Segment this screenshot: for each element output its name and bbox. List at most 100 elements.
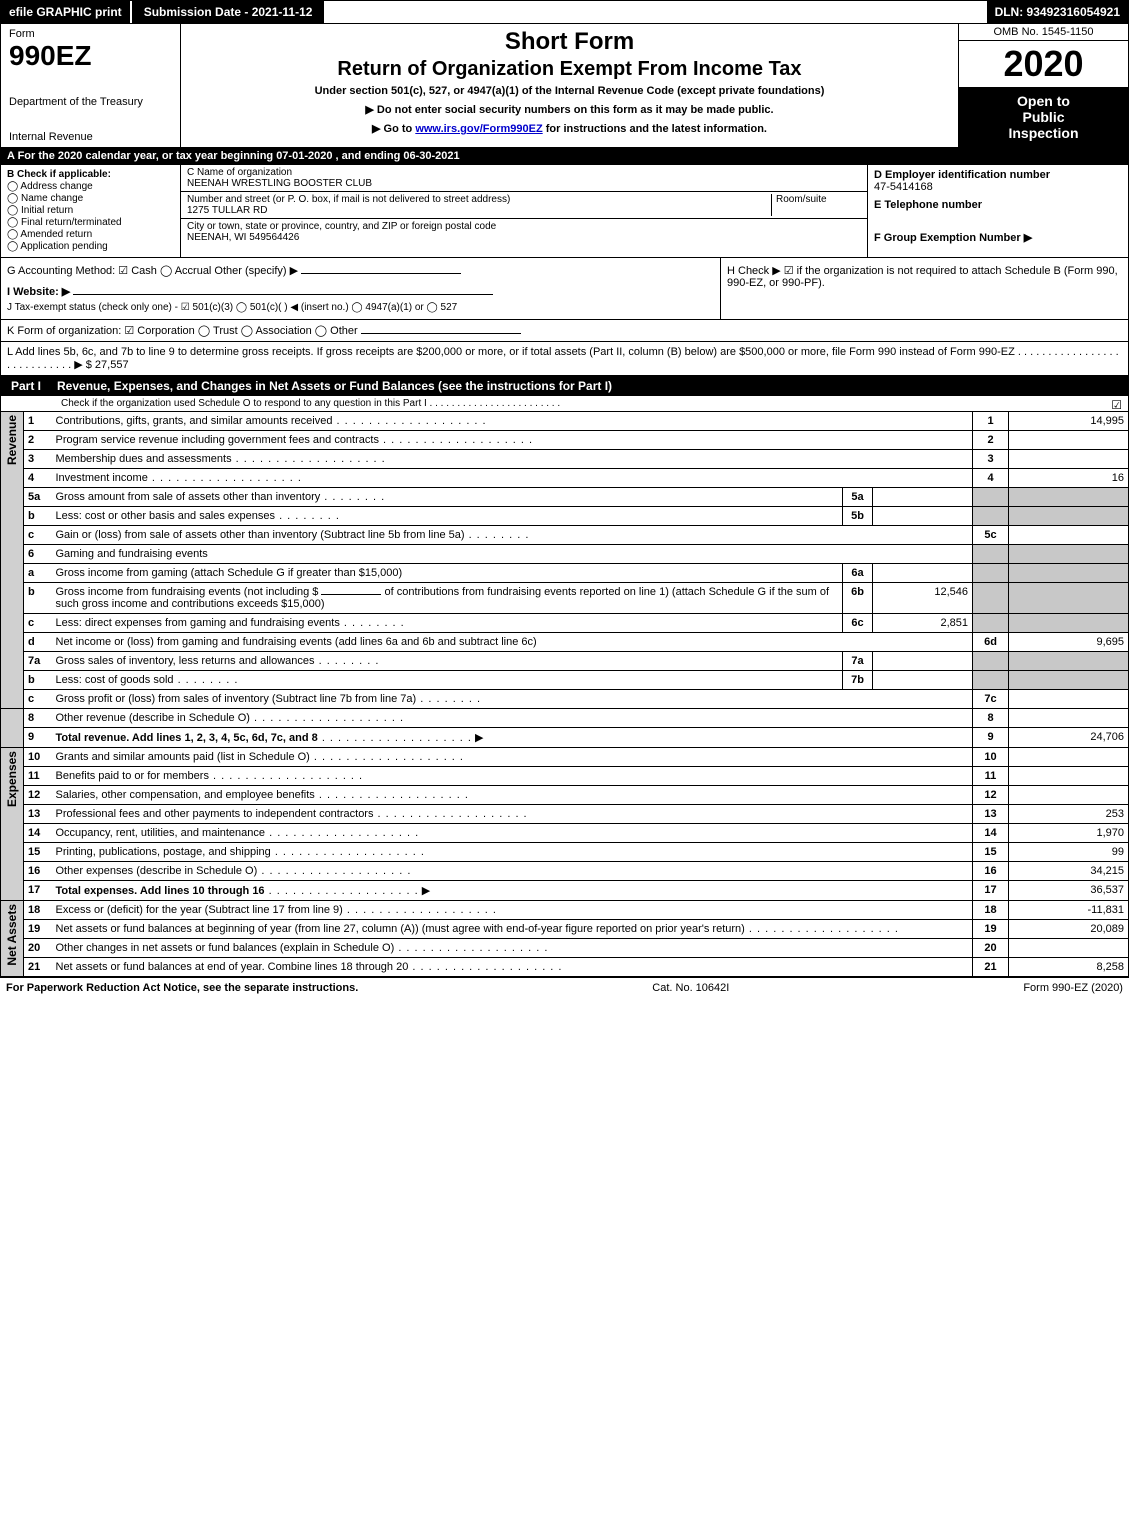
- row-4: 4Investment income416: [1, 469, 1129, 488]
- line-l: L Add lines 5b, 6c, and 7b to line 9 to …: [0, 342, 1129, 376]
- website-blank[interactable]: [73, 294, 493, 295]
- open-line-2: Public: [963, 109, 1124, 125]
- dept-irs: Internal Revenue: [9, 131, 172, 143]
- r20-desc: Other changes in net assets or fund bala…: [56, 942, 549, 954]
- row-14: 14 Occupancy, rent, utilities, and mainte…: [1, 824, 1129, 843]
- footer-left: For Paperwork Reduction Act Notice, see …: [6, 982, 358, 994]
- check-final-return[interactable]: Final return/terminated: [7, 217, 174, 228]
- part-1-label: Part I: [1, 376, 51, 396]
- r5c-num: c: [24, 526, 52, 545]
- check-application-pending[interactable]: Application pending: [7, 241, 174, 252]
- r7c-rl: 7c: [973, 690, 1009, 709]
- r21-num: 21: [24, 958, 52, 977]
- r10-desc: Grants and similar amounts paid (list in…: [56, 751, 464, 763]
- r1-desc: Contributions, gifts, grants, and simila…: [56, 415, 487, 427]
- r3-desc: Membership dues and assessments: [56, 453, 386, 465]
- r8-num: 8: [24, 709, 52, 728]
- line-l-amount: 27,557: [92, 359, 129, 371]
- r6c-sv: 2,851: [873, 614, 973, 633]
- form-header: Form 990EZ Department of the Treasury In…: [0, 24, 1129, 148]
- irs-link[interactable]: www.irs.gov/Form990EZ: [415, 123, 542, 135]
- part-1-sub: Check if the organization used Schedule …: [0, 396, 1129, 412]
- r21-desc: Net assets or fund balances at end of ye…: [56, 961, 563, 973]
- check-initial-return[interactable]: Initial return: [7, 205, 174, 216]
- r14-num: 14: [24, 824, 52, 843]
- r5b-sv: [873, 507, 973, 526]
- row-6b: bGross income from fundraising events (n…: [1, 583, 1129, 614]
- row-8: 8Other revenue (describe in Schedule O)8: [1, 709, 1129, 728]
- r9-rl: 9: [973, 728, 1009, 748]
- r21-rl: 21: [973, 958, 1009, 977]
- r6b-sv: 12,546: [873, 583, 973, 614]
- r2-num: 2: [24, 431, 52, 450]
- form-word: Form: [9, 28, 172, 40]
- r12-desc: Salaries, other compensation, and employ…: [56, 789, 469, 801]
- r1-num: 1: [24, 412, 52, 431]
- r14-desc: Occupancy, rent, utilities, and maintena…: [56, 827, 420, 839]
- part-1-check-icon[interactable]: [1111, 398, 1122, 412]
- efile-label[interactable]: efile GRAPHIC print: [1, 1, 130, 23]
- f-label: F Group Exemption Number ▶: [874, 231, 1122, 244]
- r6a-num: a: [24, 564, 52, 583]
- side-label-revenue: Revenue: [5, 415, 19, 465]
- c-name-label: C Name of organization: [187, 167, 861, 178]
- r21-rv: 8,258: [1009, 958, 1129, 977]
- r11-rv: [1009, 767, 1129, 786]
- r7b-num: b: [24, 671, 52, 690]
- r7a-num: 7a: [24, 652, 52, 671]
- r6b-blank[interactable]: [321, 594, 381, 595]
- r7c-rv: [1009, 690, 1129, 709]
- r5c-desc: Gain or (loss) from sale of assets other…: [56, 529, 530, 541]
- row-12: 12Salaries, other compensation, and empl…: [1, 786, 1129, 805]
- box-d-e-f: D Employer identification number 47-5414…: [868, 165, 1128, 257]
- r1-rv: 14,995: [1009, 412, 1129, 431]
- r15-desc: Printing, publications, postage, and shi…: [56, 846, 425, 858]
- check-address-change[interactable]: Address change: [7, 181, 174, 192]
- r11-num: 11: [24, 767, 52, 786]
- side-label-netassets: Net Assets: [5, 904, 19, 966]
- r6c-desc: Less: direct expenses from gaming and fu…: [56, 617, 405, 629]
- tax-year: 2020: [959, 41, 1128, 87]
- r5a-desc: Gross amount from sale of assets other t…: [56, 491, 386, 503]
- r6-desc: Gaming and fundraising events: [52, 545, 973, 564]
- row-16: 16Other expenses (describe in Schedule O…: [1, 862, 1129, 881]
- r13-rv: 253: [1009, 805, 1129, 824]
- row-2: 2Program service revenue including gover…: [1, 431, 1129, 450]
- row-5b: bLess: cost or other basis and sales exp…: [1, 507, 1129, 526]
- r18-num: 18: [24, 901, 52, 920]
- check-name-change[interactable]: Name change: [7, 193, 174, 204]
- r6b-num: b: [24, 583, 52, 614]
- r10-rv: [1009, 748, 1129, 767]
- r12-rv: [1009, 786, 1129, 805]
- line-g-blank[interactable]: [301, 273, 461, 274]
- r13-num: 13: [24, 805, 52, 824]
- row-9: 9Total revenue. Add lines 1, 2, 3, 4, 5c…: [1, 728, 1129, 748]
- r17-desc: Total expenses. Add lines 10 through 16: [56, 885, 265, 897]
- row-6: 6Gaming and fundraising events: [1, 545, 1129, 564]
- r6a-sv: [873, 564, 973, 583]
- form-note-1: ▶ Do not enter social security numbers o…: [189, 103, 950, 116]
- line-k-text: K Form of organization: ☑ Corporation ◯ …: [7, 325, 358, 337]
- r5c-rl: 5c: [973, 526, 1009, 545]
- r6c-sl: 6c: [843, 614, 873, 633]
- r19-rv: 20,089: [1009, 920, 1129, 939]
- box-b-heading: B Check if applicable:: [7, 169, 174, 180]
- r7a-sv: [873, 652, 973, 671]
- r17-num: 17: [24, 881, 52, 901]
- r6d-rl: 6d: [973, 633, 1009, 652]
- row-21: 21 Net assets or fund balances at end of …: [1, 958, 1129, 977]
- e-value: [874, 211, 1122, 225]
- check-amended-return[interactable]: Amended return: [7, 229, 174, 240]
- header-center: Short Form Return of Organization Exempt…: [181, 24, 958, 147]
- form-title-2: Return of Organization Exempt From Incom…: [189, 58, 950, 81]
- r9-num: 9: [24, 728, 52, 748]
- header-left: Form 990EZ Department of the Treasury In…: [1, 24, 181, 147]
- row-6a: aGross income from gaming (attach Schedu…: [1, 564, 1129, 583]
- line-i-label: I Website: ▶: [7, 286, 70, 298]
- r6a-sl: 6a: [843, 564, 873, 583]
- r17-rl: 17: [973, 881, 1009, 901]
- top-bar: efile GRAPHIC print Submission Date - 20…: [0, 0, 1129, 24]
- r8-rl: 8: [973, 709, 1009, 728]
- line-k-blank[interactable]: [361, 333, 521, 334]
- page-footer: For Paperwork Reduction Act Notice, see …: [0, 977, 1129, 998]
